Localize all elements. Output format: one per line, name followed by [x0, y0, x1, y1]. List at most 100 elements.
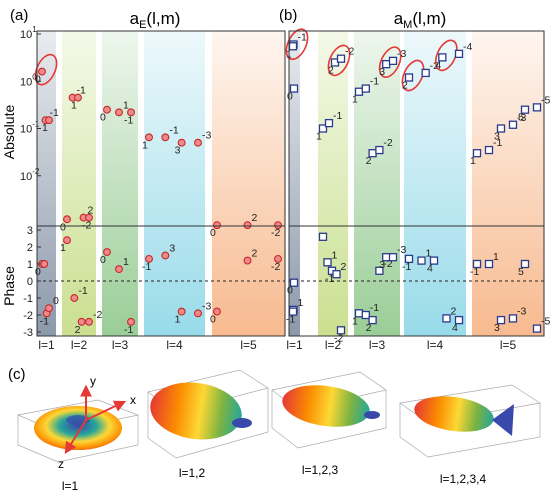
data-point	[368, 315, 377, 325]
data-point	[243, 256, 252, 265]
y-tick-label: 3	[27, 225, 33, 237]
point-label: -1	[50, 107, 59, 119]
band-l3	[102, 31, 138, 336]
point-label: 1	[470, 155, 476, 167]
y-tick-label: 101	[20, 25, 37, 41]
band-l4	[144, 31, 205, 336]
y-axis-label: y	[90, 374, 96, 388]
data-point	[103, 248, 111, 257]
data-point	[421, 68, 430, 78]
data-point	[194, 138, 202, 147]
category-label: l=4	[166, 338, 183, 352]
point-label: 0	[287, 285, 293, 297]
render-l1-2-3-4	[399, 384, 541, 458]
point-label: -1	[333, 110, 342, 122]
point-label: -3	[517, 112, 526, 124]
category-label: l=1	[38, 338, 55, 352]
point-label: -3	[202, 300, 211, 312]
data-point	[375, 145, 384, 155]
data-point	[318, 232, 328, 241]
point-label: -2	[271, 227, 280, 239]
point-label: 2	[252, 248, 258, 260]
point-label: -5	[541, 94, 550, 106]
point-label: 0	[35, 74, 41, 86]
data-point	[520, 105, 530, 114]
category-label: l=3	[369, 338, 386, 352]
band-l3	[354, 31, 400, 336]
data-point	[274, 254, 282, 263]
render-l1-2-3	[271, 371, 387, 449]
data-point	[388, 253, 398, 262]
point-label: -1	[298, 31, 307, 43]
data-point	[213, 307, 221, 316]
ylabel-absolute: Absolute	[1, 105, 17, 160]
data-point	[85, 213, 93, 222]
point-label: 3	[379, 66, 385, 78]
y-tick-label: 2	[27, 242, 33, 254]
y-tick-label: 1	[27, 259, 33, 271]
band-l1	[289, 31, 300, 336]
render-l1-2-3-box-sides	[271, 390, 387, 449]
data-point	[484, 259, 494, 269]
band-l4	[404, 31, 466, 336]
data-point	[115, 265, 123, 274]
data-point	[40, 260, 49, 268]
point-label: 3	[169, 243, 175, 255]
data-point	[38, 67, 46, 76]
data-point	[438, 53, 447, 62]
point-label: -1	[77, 85, 86, 97]
point-label: 1	[426, 248, 432, 260]
data-point	[472, 259, 482, 269]
render-l1: y x z	[16, 374, 140, 471]
point-label: 2	[252, 212, 258, 224]
point-label: 3	[175, 145, 181, 157]
point-label: -3	[397, 244, 406, 256]
render-caption-1: l=1	[62, 479, 79, 493]
point-label: -2	[383, 258, 392, 270]
point-label: 3	[379, 259, 385, 271]
data-point	[404, 73, 414, 82]
y-tick-label: -1	[23, 293, 33, 305]
panel-label-c: (c)	[8, 366, 26, 383]
data-point	[318, 124, 328, 133]
data-point	[194, 309, 202, 318]
data-point	[496, 315, 506, 325]
data-point	[145, 133, 153, 142]
point-label: -1	[78, 285, 87, 297]
panel-label-a: (a)	[10, 7, 28, 24]
point-label: -1	[142, 261, 151, 273]
render-l1-2-box-sides	[147, 388, 269, 459]
point-label: 2	[451, 305, 457, 317]
render-l1-2-3-lobe	[282, 385, 370, 427]
point-label: -2	[383, 137, 392, 149]
z-axis-arrow	[64, 419, 87, 455]
point-label: 4	[435, 59, 441, 71]
point-label: -1	[493, 137, 502, 149]
data-point	[532, 324, 542, 333]
data-point	[45, 116, 53, 125]
data-point	[177, 307, 186, 316]
point-label: -3	[202, 130, 211, 142]
category-label: l=2	[325, 338, 342, 352]
point-label: 0	[60, 221, 66, 233]
chart-a: 0-110-112-201-11-13-302-20-101-12-20 1-1-…	[20, 25, 286, 352]
band-l5	[472, 31, 544, 336]
band-l2	[62, 31, 96, 336]
render-l1-2-lobe	[150, 382, 242, 440]
point-label: 1	[123, 99, 129, 111]
point-label: -3	[517, 305, 526, 317]
data-point	[145, 254, 153, 263]
point-label: 1	[42, 122, 48, 134]
point-label: -1	[325, 273, 334, 285]
data-point	[63, 215, 71, 224]
point-label: -1	[370, 76, 379, 88]
render-caption-2: l=1,2	[179, 466, 206, 480]
data-point	[45, 304, 53, 313]
chart-a-categories: l=1 l=2 l=3 l=4 l=5	[38, 338, 257, 352]
category-label: l=1	[286, 338, 303, 352]
category-label: l=5	[500, 338, 517, 352]
point-label: 0	[100, 254, 106, 266]
y-tick-label: 0	[27, 276, 33, 288]
x-axis-label: x	[130, 393, 136, 407]
render-l1-2-3-4-tail	[492, 404, 514, 436]
